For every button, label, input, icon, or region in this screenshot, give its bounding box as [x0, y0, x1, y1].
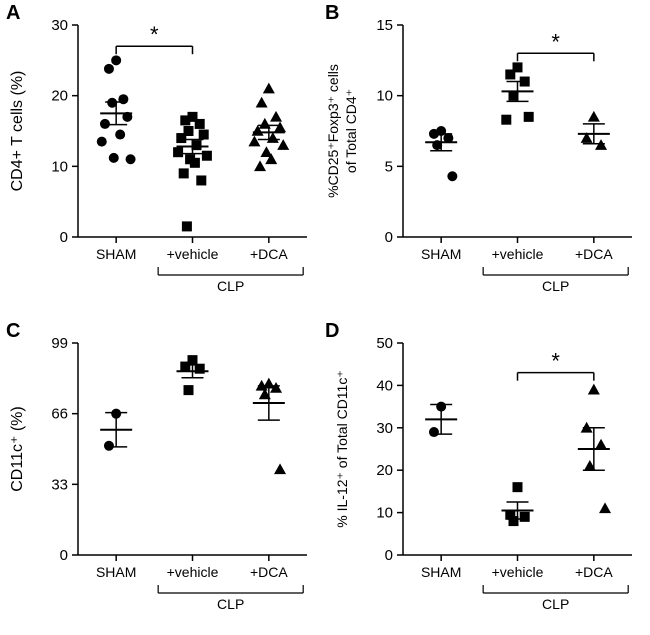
svg-text:+DCA: +DCA	[575, 564, 613, 580]
svg-text:+vehicle: +vehicle	[492, 246, 544, 262]
svg-text:CLP: CLP	[542, 596, 569, 612]
svg-text:5: 5	[385, 158, 393, 175]
svg-text:15: 15	[376, 17, 393, 34]
svg-text:0: 0	[385, 547, 393, 564]
svg-text:66: 66	[51, 405, 68, 422]
svg-text:CD11c⁺ (%): CD11c⁺ (%)	[9, 406, 26, 492]
panel-b: B 0 5 10 15 %CD25⁺Foxp3⁺ cellsof Total CD4⁺ S…	[325, 0, 650, 318]
svg-text:30: 30	[51, 17, 68, 34]
svg-text:+vehicle: +vehicle	[167, 246, 219, 262]
svg-text:CLP: CLP	[542, 278, 569, 294]
svg-text:0: 0	[60, 229, 68, 246]
chart-d: 0 10 20 30 40 50 % IL-12⁺ of Total CD11c⁺ SHAM +…	[325, 318, 650, 635]
svg-text:10: 10	[376, 88, 393, 105]
svg-text:*: *	[551, 348, 560, 373]
svg-text:10: 10	[51, 158, 68, 175]
svg-text:0: 0	[60, 547, 68, 564]
figure: A 0 10 20 30 CD4+ T cells (%) SHAM +vehicle +DC…	[0, 0, 650, 635]
svg-text:CD4+ T cells (%): CD4+ T cells (%)	[9, 71, 26, 192]
chart-b: 0 5 10 15 %CD25⁺Foxp3⁺ cellsof Total CD4⁺ SHA…	[325, 0, 650, 317]
panel-letter-a: A	[6, 2, 20, 25]
svg-text:of Total CD4⁺: of Total CD4⁺	[343, 89, 359, 173]
panel-letter-b: B	[325, 2, 339, 25]
svg-text:20: 20	[376, 462, 393, 479]
svg-text:SHAM: SHAM	[421, 564, 461, 580]
svg-text:30: 30	[376, 419, 393, 436]
svg-text:SHAM: SHAM	[96, 564, 136, 580]
panel-letter-c: C	[6, 320, 20, 343]
panel-d: D 0 10 20 30 40 50 % IL-12⁺ of Total CD11c⁺ SHA…	[325, 318, 650, 635]
svg-text:+DCA: +DCA	[575, 246, 613, 262]
svg-text:99: 99	[51, 335, 68, 352]
svg-text:*: *	[551, 29, 560, 54]
svg-text:*: *	[150, 22, 159, 47]
svg-text:% IL-12⁺ of Total CD11c⁺: % IL-12⁺ of Total CD11c⁺	[334, 370, 350, 527]
svg-text:40: 40	[376, 377, 393, 394]
svg-text:+DCA: +DCA	[250, 564, 288, 580]
panel-c: C 0 33 66 99 CD11c⁺ (%) SHAM +vehicle +DCA CLP	[0, 318, 325, 635]
svg-text:CLP: CLP	[217, 278, 244, 294]
svg-text:+DCA: +DCA	[250, 246, 288, 262]
svg-text:+vehicle: +vehicle	[492, 564, 544, 580]
panel-a: A 0 10 20 30 CD4+ T cells (%) SHAM +vehicle +DC…	[0, 0, 325, 318]
chart-c: 0 33 66 99 CD11c⁺ (%) SHAM +vehicle +DCA CLP	[0, 318, 325, 635]
svg-text:10: 10	[376, 504, 393, 521]
chart-a: 0 10 20 30 CD4+ T cells (%) SHAM +vehicle +DCA C…	[0, 0, 325, 317]
svg-text:50: 50	[376, 335, 393, 352]
svg-text:33: 33	[51, 476, 68, 493]
svg-text:20: 20	[51, 88, 68, 105]
svg-text:SHAM: SHAM	[421, 246, 461, 262]
svg-text:%CD25⁺Foxp3⁺ cells: %CD25⁺Foxp3⁺ cells	[325, 64, 341, 198]
svg-text:SHAM: SHAM	[96, 246, 136, 262]
svg-text:CLP: CLP	[217, 596, 244, 612]
svg-text:0: 0	[385, 229, 393, 246]
svg-text:+vehicle: +vehicle	[167, 564, 219, 580]
panel-letter-d: D	[325, 320, 339, 343]
